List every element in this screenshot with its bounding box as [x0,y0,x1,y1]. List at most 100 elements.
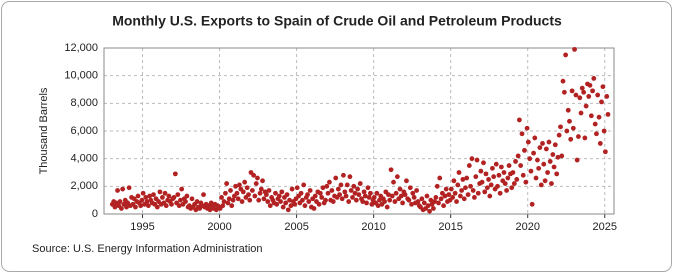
data-point [560,78,566,84]
data-point [573,92,579,98]
data-point [590,88,595,94]
data-point [527,156,533,162]
data-point [427,208,432,214]
data-point [119,206,124,211]
data-point [335,186,341,192]
data-point [529,201,535,207]
data-point [362,193,368,199]
data-point [583,103,589,109]
data-point [424,193,430,199]
x-tick-label: 2010 [361,221,385,233]
data-point [353,197,359,203]
data-point [448,186,454,192]
source-note: Source: U.S. Energy Information Administ… [32,243,263,255]
data-point [532,135,538,141]
data-point [586,94,592,99]
data-point [317,190,323,196]
data-point [237,182,242,188]
data-point [253,181,259,186]
data-point [587,82,593,88]
data-point [545,170,550,175]
data-point [339,196,345,202]
data-point [169,201,174,207]
data-point [438,196,444,202]
data-point [468,183,473,189]
data-point [348,188,354,193]
data-point [502,181,508,186]
data-point [556,132,562,138]
data-point [224,181,230,186]
data-point [115,188,120,193]
data-point [535,157,540,163]
data-point [547,159,553,164]
data-point [166,193,172,199]
y-tick-label: 0 [92,208,98,220]
data-point [124,204,129,210]
data-point [154,204,160,210]
data-point [389,193,395,199]
y-tick-label: 4,000 [70,153,98,165]
data-point [410,190,416,196]
data-point [491,174,497,180]
data-point [483,171,489,177]
data-point [126,185,132,191]
data-point [432,199,438,204]
data-point [554,171,560,177]
data-point [591,76,597,81]
data-point [135,193,141,199]
data-point [356,192,362,198]
data-point [501,170,507,175]
data-point [287,197,292,203]
x-tick-label: 2015 [438,221,462,233]
data-point [323,197,328,203]
data-point [415,199,421,204]
data-point [255,175,260,181]
data-point [538,182,544,188]
data-point [454,199,459,204]
data-point [280,204,286,210]
data-point [276,193,282,199]
y-tick-label: 2,000 [70,180,98,192]
data-point [261,196,267,202]
data-point [579,85,585,91]
data-point [228,188,233,193]
y-tick-label: 8,000 [70,97,98,109]
data-point [162,190,168,196]
data-point [147,193,153,199]
data-point [436,200,441,206]
data-point [368,190,373,196]
data-point [425,203,431,209]
data-point [320,185,326,191]
data-point [509,185,515,191]
data-point [294,185,300,191]
data-point [256,197,262,203]
data-point [559,153,565,159]
data-point [481,160,486,166]
data-point [404,178,409,184]
data-point [464,175,470,181]
data-point [602,149,608,155]
data-point [175,192,181,198]
data-point [495,183,500,189]
data-point [513,159,518,164]
data-point [324,183,330,189]
data-point [528,168,534,174]
data-point [473,174,479,180]
data-point [364,200,369,206]
data-point [225,200,231,206]
data-point [112,204,118,210]
data-point [397,186,403,192]
data-point [433,195,439,200]
data-point [393,190,399,196]
data-point [402,192,408,198]
data-point [537,145,543,151]
data-point [346,199,352,204]
data-point [221,199,227,204]
data-point [302,203,308,209]
data-point [229,203,235,209]
data-point [163,203,169,209]
data-point [570,125,576,131]
data-point [407,185,413,191]
data-point [251,172,257,178]
data-point [533,175,539,181]
